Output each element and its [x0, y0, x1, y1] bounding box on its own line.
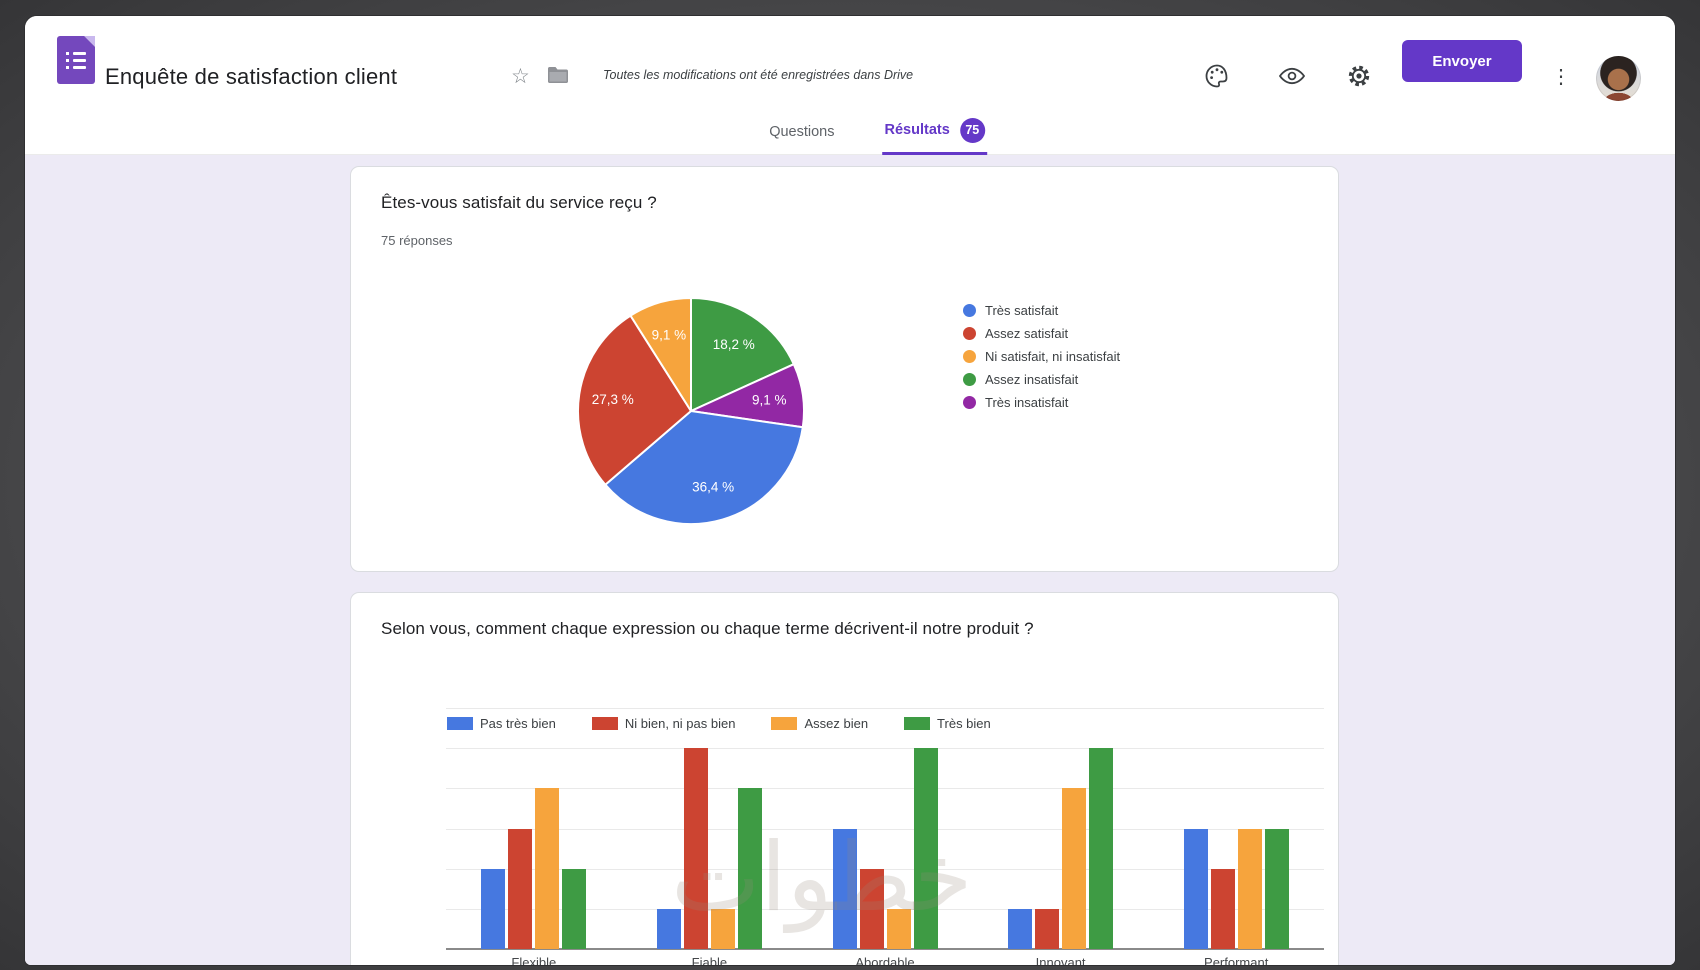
results-count-badge: 75	[959, 117, 985, 143]
star-icon[interactable]: ☆	[511, 65, 530, 88]
bar-performant-4	[1264, 828, 1289, 949]
gridline	[446, 748, 1324, 750]
folder-icon[interactable]	[547, 66, 569, 84]
bar-innovant-2	[1035, 908, 1060, 949]
gridline	[446, 708, 1324, 709]
question-card-bars: Selon vous, comment chaque expression ou…	[350, 592, 1339, 965]
tab-results[interactable]: Résultats 75	[882, 108, 987, 155]
bar-fiable-2	[683, 748, 708, 949]
forms-header: Enquête de satisfaction client ☆ Toutes …	[25, 16, 1675, 155]
kebab-menu-icon[interactable]: ⋮	[1551, 65, 1571, 88]
gridline	[446, 868, 1324, 870]
bar-innovant-3	[1062, 788, 1087, 949]
question-card-pie: Êtes-vous satisfait du service reçu ? 75…	[350, 166, 1339, 572]
legend-color-dot	[963, 327, 976, 340]
legend-item: Pas très bien	[447, 716, 556, 731]
legend-color-dot	[963, 396, 976, 409]
category-label: Abordable	[855, 955, 915, 965]
gridline	[446, 788, 1324, 790]
question-title: Selon vous, comment chaque expression ou…	[381, 619, 1034, 638]
legend-item: Ni bien, ni pas bien	[591, 716, 736, 731]
legend-color-dot	[963, 373, 976, 386]
legend-label: Très insatisfait	[985, 395, 1069, 410]
legend-item: Assez insatisfait	[963, 368, 1120, 391]
pie-slice-label: 9,1 %	[652, 328, 687, 343]
category-label: Flexible	[511, 955, 557, 965]
x-axis-line	[446, 948, 1324, 950]
legend-color-swatch	[447, 717, 473, 730]
bar-abordable-4	[913, 748, 938, 949]
legend-item: Très bien	[904, 716, 991, 731]
pie-slice	[629, 297, 692, 412]
legend-color-swatch	[771, 717, 798, 730]
legend-item: Ni satisfait, ni insatisfait	[963, 345, 1120, 368]
bar-fiable-4	[737, 788, 762, 949]
bar-chart	[446, 708, 1324, 950]
legend-item: Assez satisfait	[963, 322, 1120, 345]
tab-questions[interactable]: Questions	[769, 123, 835, 140]
tab-bar: Questions Résultats 75	[767, 108, 987, 155]
pie-slice-label: 27,3 %	[592, 392, 634, 407]
account-avatar[interactable]	[1596, 56, 1641, 101]
bar-flexible-3	[535, 788, 560, 949]
bar-performant-3	[1237, 828, 1262, 949]
legend-color-swatch	[591, 717, 618, 730]
category-label: Performant	[1204, 955, 1269, 965]
pie-legend: Très satisfait Assez satisfait Ni satisfai…	[963, 299, 1120, 414]
legend-color-swatch	[904, 717, 931, 730]
bar-abordable-2	[859, 868, 884, 949]
bar-legend: Pas très bien Ni bien, ni pas bien Assez b…	[447, 716, 991, 731]
bar-performant-1	[1183, 828, 1208, 949]
google-forms-logo[interactable]	[57, 36, 95, 84]
bar-fiable-1	[656, 908, 681, 949]
legend-color-dot	[963, 304, 976, 317]
category-label: Fiable	[691, 955, 728, 965]
pie-slice-label: 9,1 %	[752, 392, 787, 407]
form-title[interactable]: Enquête de satisfaction client	[105, 64, 398, 89]
pie-slice	[604, 410, 804, 525]
pie-slice-label: 36,4 %	[692, 480, 734, 495]
bar-innovant-1	[1008, 908, 1033, 949]
question-title: Êtes-vous satisfait du service reçu ?	[381, 193, 657, 212]
bar-abordable-3	[886, 908, 911, 949]
legend-item: Très satisfait	[963, 299, 1120, 322]
bar-abordable-1	[832, 828, 857, 949]
legend-label: Assez bien	[804, 716, 869, 731]
pie-chart: 18,2 % 9,1 % 36,4 % 27,3 % 9,1 %	[575, 295, 807, 527]
gridline	[446, 828, 1324, 830]
legend-label: Ni satisfait, ni insatisfait	[985, 349, 1121, 364]
send-button[interactable]: Envoyer	[1402, 40, 1522, 82]
legend-item: Assez bien	[771, 716, 868, 731]
eye-icon[interactable]	[1278, 62, 1306, 90]
bar-flexible-1	[481, 868, 506, 949]
responses-count: 75 réponses	[381, 233, 453, 248]
pie-slice-label: 18,2 %	[713, 337, 755, 352]
legend-label: Assez insatisfait	[985, 372, 1079, 387]
page-fold-light	[84, 36, 95, 47]
gridline	[446, 908, 1324, 910]
legend-label: Très bien	[937, 716, 991, 731]
legend-label: Ni bien, ni pas bien	[624, 716, 736, 731]
legend-label: Assez satisfait	[985, 326, 1069, 341]
bar-innovant-4	[1089, 748, 1114, 949]
bar-fiable-3	[710, 908, 735, 949]
legend-color-dot	[963, 350, 976, 363]
browser-window: Enquête de satisfaction client ☆ Toutes …	[25, 16, 1675, 965]
results-page: Êtes-vous satisfait du service reçu ? 75…	[25, 155, 1675, 965]
category-label: Innovant	[1035, 955, 1086, 965]
save-status-text: Toutes les modifications ont été enregis…	[603, 68, 914, 82]
legend-label: Pas très bien	[480, 716, 556, 731]
legend-item: Très insatisfait	[963, 391, 1120, 414]
legend-label: Très satisfait	[985, 303, 1059, 318]
pie-slice	[576, 314, 692, 486]
bar-flexible-4	[562, 868, 587, 949]
bar-performant-2	[1210, 868, 1235, 949]
gear-icon[interactable]	[1345, 62, 1373, 90]
palette-icon[interactable]	[1203, 62, 1231, 90]
bar-flexible-2	[508, 828, 533, 949]
pie-slice	[690, 297, 795, 412]
